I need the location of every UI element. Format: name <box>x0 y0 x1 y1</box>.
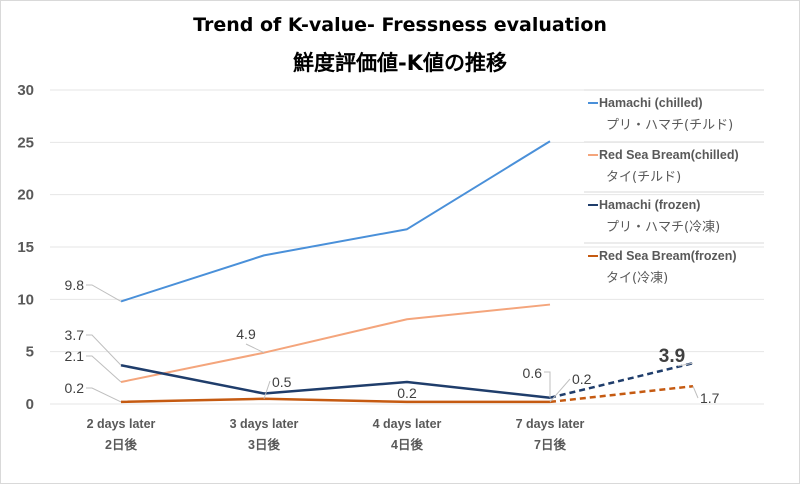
y-tick-label: 5 <box>26 344 34 361</box>
leader-line <box>86 334 122 366</box>
x-axis-ticks: 2 days later 2日後 3 days later 3日後 4 days lat… <box>87 417 585 452</box>
data-label: 2.1 <box>65 348 85 364</box>
series-line <box>120 140 551 303</box>
data-label: 0.2 <box>65 380 85 396</box>
data-labels: 9.8 2.1 4.9 3.7 0.6 3.9 0.2 0.5 0.2 0.2 1.7 <box>65 277 720 406</box>
legend-entry-jp: プリ・ハマチ(冷凍) <box>606 219 720 235</box>
legend-entry-jp: プリ・ハマチ(チルド) <box>606 118 733 133</box>
data-label: 9.8 <box>65 277 85 293</box>
gridlines <box>50 89 764 405</box>
y-tick-label: 30 <box>17 82 34 99</box>
y-tick-label: 25 <box>17 134 34 151</box>
data-label: 0.6 <box>523 365 543 381</box>
x-tick-label-jp: 2日後 <box>105 437 137 452</box>
leader-line <box>86 284 122 302</box>
legend-entry: Hamachi (frozen) <box>599 198 700 212</box>
leader-line <box>245 343 265 354</box>
data-label: 3.7 <box>65 327 85 343</box>
leader-line <box>677 362 694 367</box>
data-label: 3.9 <box>659 346 685 367</box>
leader-line <box>692 386 699 399</box>
leader-line <box>263 380 271 399</box>
legend-entry-jp: タイ(チルド) <box>606 170 681 185</box>
x-tick-label: 7 days later <box>516 417 585 431</box>
x-tick-label-jp: 4日後 <box>391 437 423 452</box>
y-axis-ticks: 0 5 10 15 20 25 30 <box>17 82 34 413</box>
x-tick-label-jp: 7日後 <box>534 437 566 452</box>
legend-entry: Red Sea Bream(chilled) <box>599 148 739 162</box>
series-line <box>120 303 551 383</box>
data-label: 4.9 <box>236 326 256 342</box>
data-label: 0.2 <box>572 371 592 387</box>
legend-entry: Hamachi (chilled) <box>599 96 703 110</box>
chart-title: Trend of K-value- Fressness evaluation <box>193 14 607 36</box>
x-tick-label-jp: 3日後 <box>248 437 280 452</box>
series-lines <box>120 140 694 404</box>
x-tick-label: 4 days later <box>373 417 442 431</box>
leader-line <box>86 355 122 383</box>
x-tick-label: 2 days later <box>87 417 156 431</box>
series-line <box>120 364 551 399</box>
legend-entry: Red Sea Bream(frozen) <box>599 249 737 263</box>
data-label: 0.2 <box>397 385 417 401</box>
y-tick-label: 10 <box>17 291 34 308</box>
chart-subtitle: 鮮度評価値-K値の推移 <box>293 51 507 75</box>
y-tick-label: 20 <box>17 187 34 204</box>
projection-line <box>549 384 694 404</box>
leader-line <box>544 371 551 398</box>
data-label: 1.7 <box>700 390 720 406</box>
x-tick-label: 3 days later <box>230 417 299 431</box>
leader-line <box>86 387 122 403</box>
projection-line <box>549 361 694 399</box>
leader-line <box>549 378 571 403</box>
legend: Hamachi (chilled) プリ・ハマチ(チルド) Red Sea Brea… <box>584 89 764 286</box>
y-tick-label: 0 <box>26 396 34 413</box>
data-label: 0.5 <box>272 374 292 390</box>
legend-entry-jp: タイ(冷凍) <box>606 270 668 286</box>
y-tick-label: 15 <box>17 239 34 256</box>
series-line <box>120 397 550 404</box>
